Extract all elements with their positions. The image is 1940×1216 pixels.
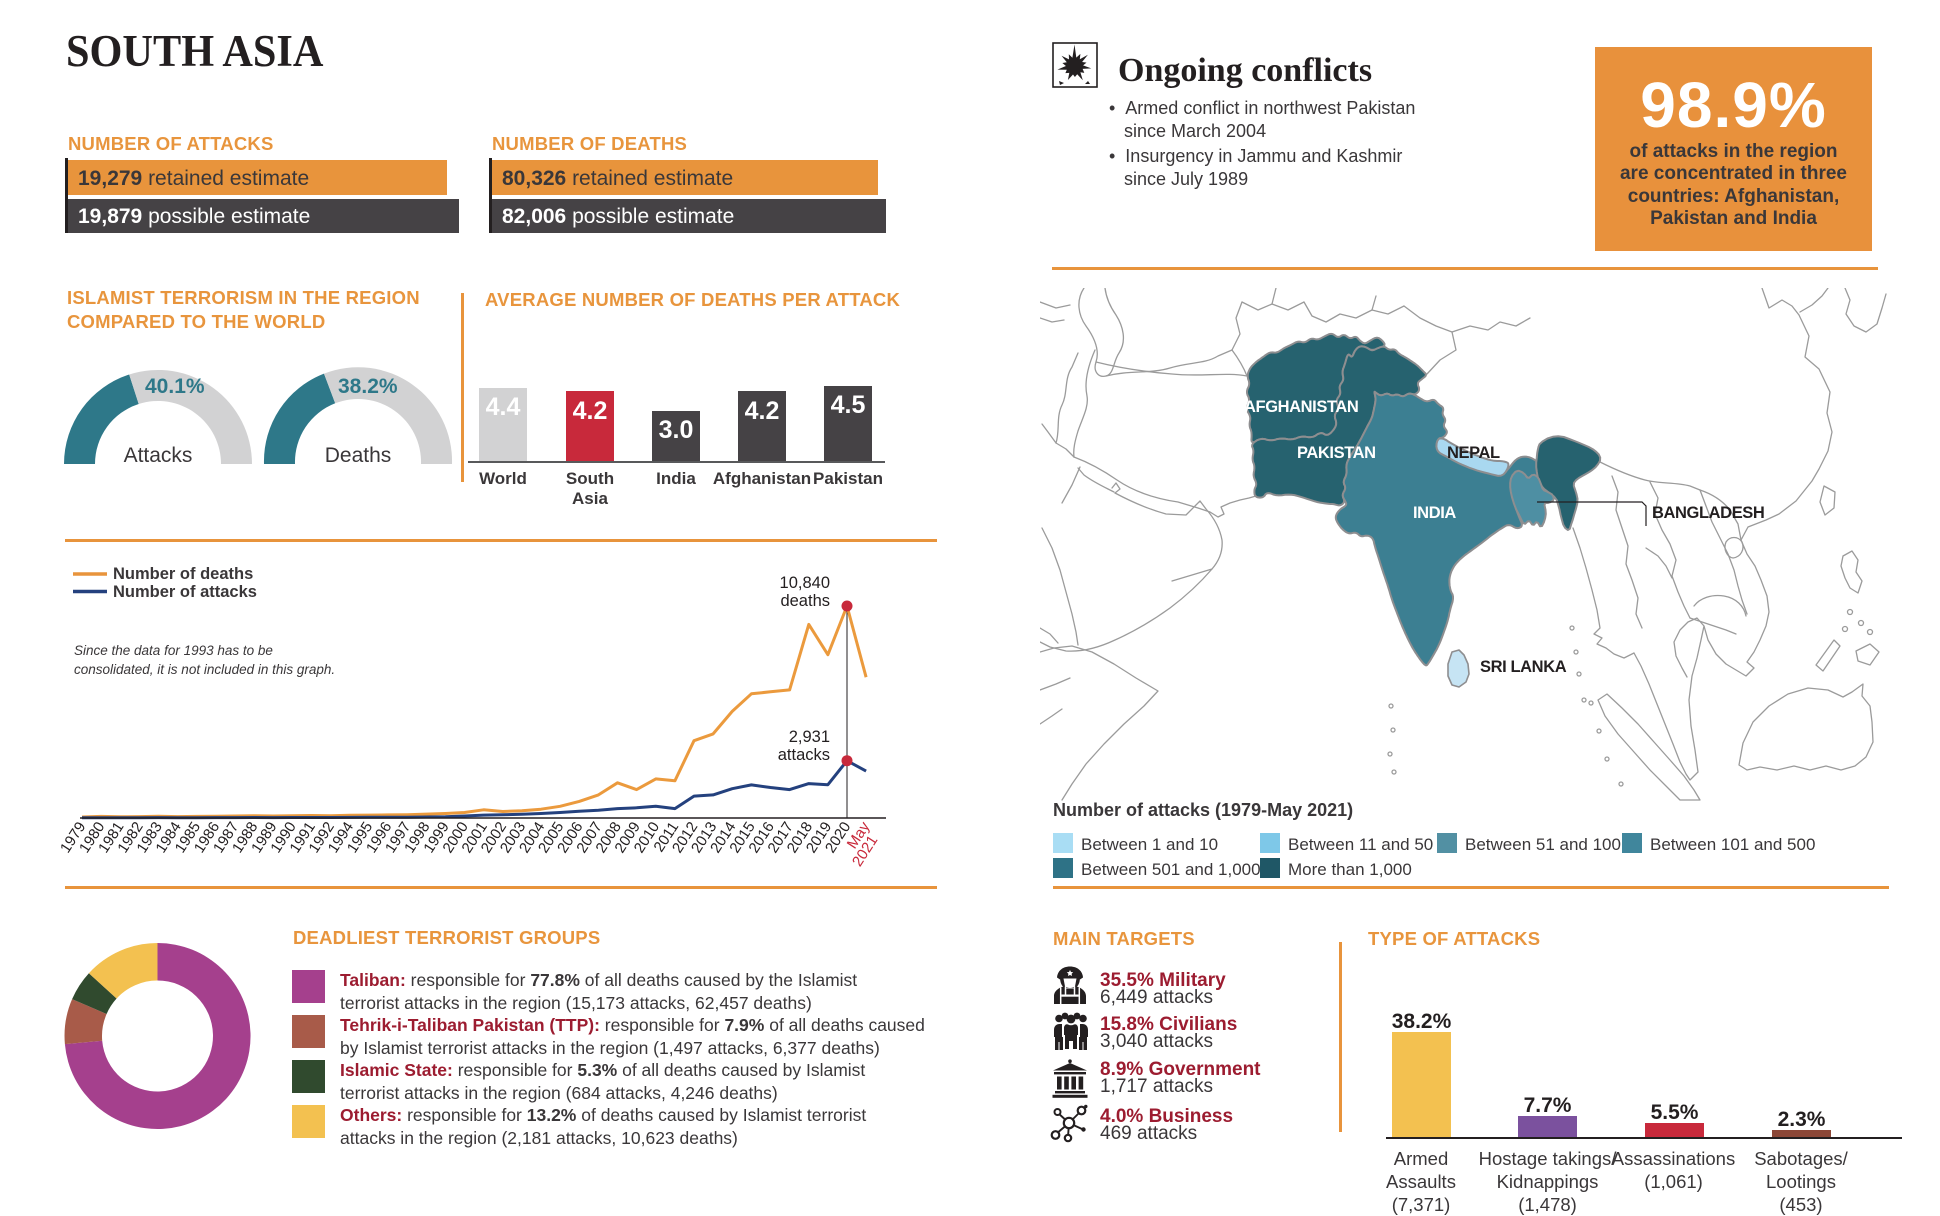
svg-text:AFGHANISTAN: AFGHANISTAN [1244,398,1358,416]
svg-text:PAKISTAN: PAKISTAN [1297,444,1376,462]
svg-text:NEPAL: NEPAL [1447,444,1500,462]
svg-text:INDIA: INDIA [1413,504,1456,522]
svg-text:BANGLADESH: BANGLADESH [1652,504,1764,522]
svg-text:SRI LANKA: SRI LANKA [1480,658,1567,676]
